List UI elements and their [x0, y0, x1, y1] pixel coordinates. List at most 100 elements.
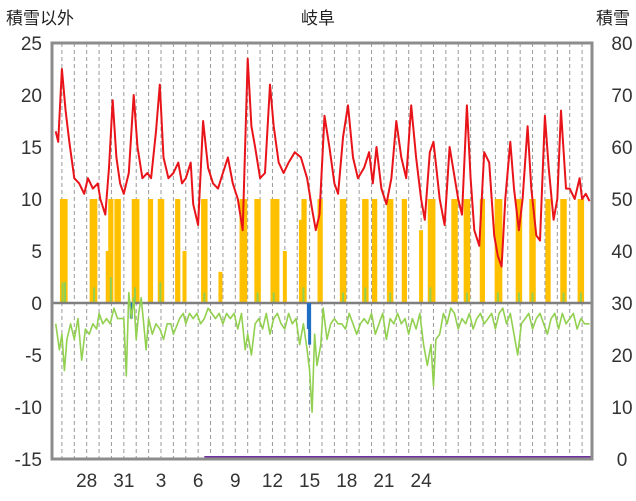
left-tick-label: -10 — [15, 398, 42, 419]
sunshine-bar — [577, 199, 582, 303]
left-axis-ticks: 25 20 15 10 5 0 -5 -10 -15 — [15, 34, 42, 471]
sunshine-dip-bar — [64, 282, 67, 303]
sunshine-dip-bar — [517, 292, 520, 303]
sunshine-dip-bar — [272, 292, 275, 303]
left-tick-label: 10 — [21, 190, 42, 211]
right-tick-label: 80 — [611, 34, 632, 55]
plot-area — [50, 41, 594, 461]
right-tick-label: 20 — [611, 346, 632, 367]
x-tick-label: 21 — [373, 471, 394, 492]
sunshine-bar — [431, 199, 436, 303]
sunshine-bar — [342, 199, 347, 303]
sunshine-dip-bar — [256, 292, 259, 303]
x-tick-label: 28 — [76, 471, 97, 492]
sunshine-bar — [302, 199, 307, 303]
right-axis-ticks: 80 70 60 50 40 30 20 10 0 — [611, 34, 632, 471]
sunshine-dip-bar — [562, 292, 565, 303]
sunshine-bar — [282, 251, 287, 303]
sunshine-dip-bar — [579, 292, 582, 303]
x-tick-label: 3 — [156, 471, 167, 492]
sunshine-bar — [135, 199, 140, 303]
sunshine-bar — [580, 199, 585, 303]
precipitation-bar — [308, 303, 312, 345]
sunshine-bar — [562, 199, 567, 303]
sunshine-dip-bar — [389, 292, 392, 303]
sunshine-bar — [389, 199, 394, 303]
sunshine-dip-bar — [496, 292, 499, 303]
x-tick-label: 12 — [262, 471, 283, 492]
right-tick-label: 50 — [611, 190, 632, 211]
sunshine-bar — [93, 199, 98, 303]
sunshine-dip-bar — [342, 292, 345, 303]
x-axis-ticks: 28 31 3 6 9 12 15 18 21 24 — [76, 471, 432, 492]
x-tick-label: 18 — [336, 471, 357, 492]
sunshine-bar — [218, 271, 223, 303]
left-tick-label: 20 — [21, 86, 42, 107]
sunshine-bar — [373, 199, 378, 303]
sunshine-bar — [271, 199, 276, 303]
right-tick-label: 10 — [611, 398, 632, 419]
right-tick-label: 30 — [611, 294, 632, 315]
sunshine-dip-bar — [429, 287, 432, 303]
left-tick-label: 25 — [21, 34, 42, 55]
sunshine-bar — [466, 199, 471, 303]
plot-frame — [50, 41, 594, 461]
sunshine-dip-bar — [61, 282, 64, 303]
x-tick-label: 9 — [230, 471, 241, 492]
sunshine-bar — [275, 199, 280, 303]
sunshine-bar — [149, 199, 154, 303]
right-axis-title: 積雪 — [596, 9, 630, 29]
sunshine-bar — [419, 230, 424, 303]
left-tick-label: 5 — [31, 242, 42, 263]
sunshine-bar — [116, 199, 121, 303]
x-tick-label: 15 — [299, 471, 320, 492]
sunshine-dip-bar — [465, 292, 468, 303]
sunshine-bar — [498, 199, 503, 303]
sunshine-bar — [240, 199, 245, 303]
right-tick-label: 0 — [617, 450, 628, 471]
chart-title: 岐阜 — [301, 9, 335, 29]
sunshine-bar — [318, 199, 323, 303]
sunshine-bar — [160, 199, 165, 303]
sunshine-bar — [256, 199, 261, 303]
x-tick-label: 24 — [411, 471, 433, 492]
sunshine-dip-bar — [531, 292, 534, 303]
sunshine-dip-bar — [364, 287, 367, 303]
sunshine-bar — [90, 199, 95, 303]
sunshine-bar — [105, 251, 110, 303]
sunshine-bar — [453, 199, 458, 303]
sunshine-bar — [63, 199, 68, 303]
sunshine-bar — [481, 199, 486, 303]
sunshine-dip-bar — [159, 282, 162, 303]
sunshine-bar — [298, 219, 303, 303]
sunshine-bar — [243, 199, 248, 303]
sunshine-bar — [531, 199, 536, 303]
sunshine-bar — [364, 199, 369, 303]
sunshine-dip-bar — [203, 292, 206, 303]
left-tick-label: -5 — [25, 346, 42, 367]
sunshine-dip-bar — [302, 287, 305, 303]
right-tick-label: 60 — [611, 138, 632, 159]
sunshine-dip-bar — [93, 287, 96, 303]
sunshine-bar — [451, 199, 456, 303]
sunshine-dip-bar — [133, 287, 136, 303]
sunshine-bar — [203, 199, 208, 303]
x-tick-label: 31 — [113, 471, 134, 492]
left-tick-label: -15 — [15, 450, 42, 471]
left-tick-label: 15 — [21, 138, 42, 159]
sunshine-bar — [546, 199, 551, 303]
right-tick-label: 70 — [611, 86, 632, 107]
sunshine-bar — [132, 199, 137, 303]
sunshine-bar — [176, 199, 181, 303]
sunshine-bar — [518, 199, 523, 303]
x-tick-label: 6 — [193, 471, 204, 492]
sunshine-bar — [428, 199, 433, 303]
temperature-line — [54, 57, 591, 268]
right-tick-label: 40 — [611, 242, 632, 263]
sunshine-bar — [402, 199, 407, 303]
sunshine-dip-bar — [109, 277, 112, 303]
sunshine-bar — [109, 199, 114, 303]
wind-line — [54, 291, 590, 414]
left-axis-title: 積雪以外 — [6, 9, 74, 29]
